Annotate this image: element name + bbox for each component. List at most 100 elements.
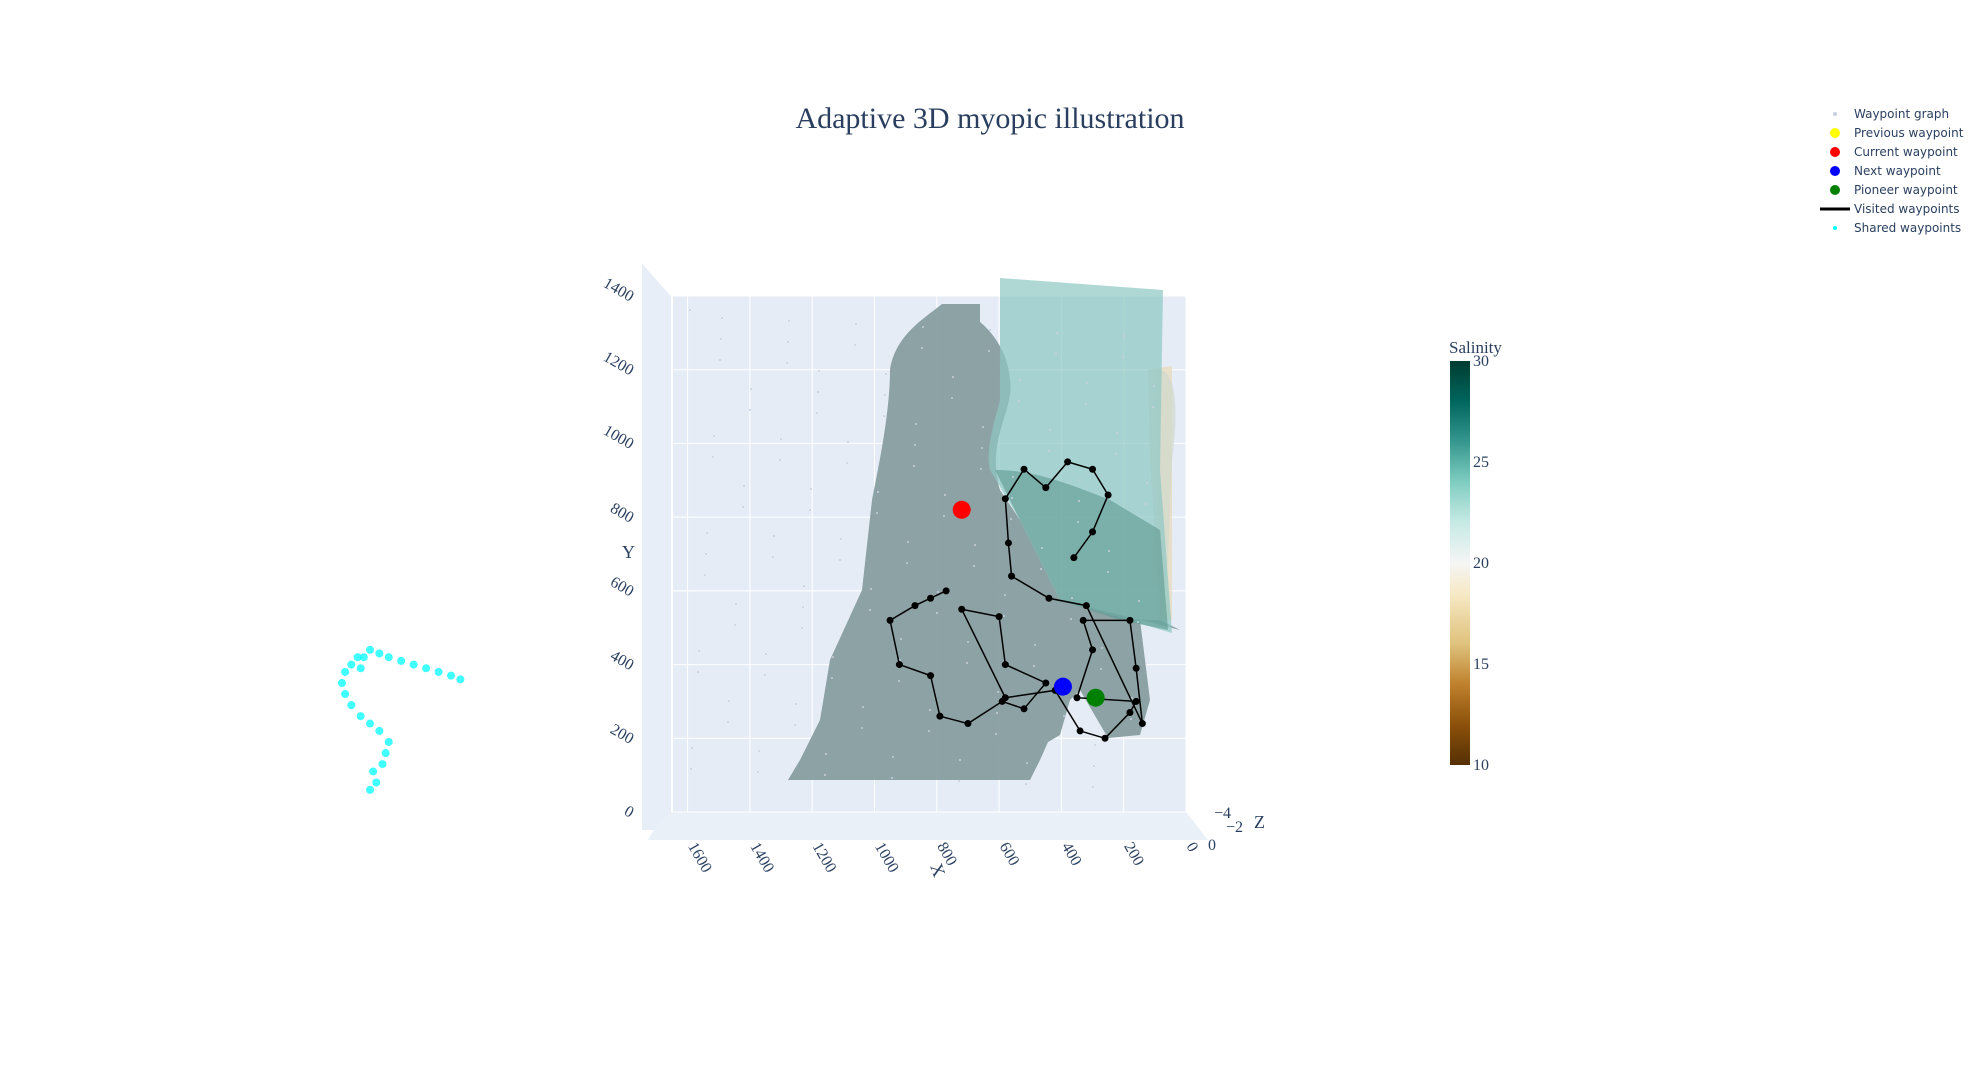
visited-waypoint — [995, 613, 1003, 621]
legend-item[interactable]: Visited waypoints — [1820, 202, 1960, 216]
y-tick-label: 800 — [607, 500, 636, 527]
y-tick-label: 0 — [621, 803, 636, 822]
shared-waypoints — [338, 645, 465, 794]
visited-waypoint — [1082, 602, 1090, 610]
colorbar-tick: 15 — [1473, 656, 1489, 673]
graph-dot — [816, 412, 818, 414]
x-tick-label: 1200 — [809, 840, 840, 876]
graph-dot — [1093, 765, 1095, 767]
visited-waypoint — [1138, 720, 1146, 728]
legend-label: Shared waypoints — [1854, 221, 1961, 235]
pioneer-waypoint-marker — [1086, 688, 1105, 707]
visited-waypoint — [886, 616, 894, 624]
graph-dot — [1086, 382, 1088, 384]
graph-dot — [1131, 697, 1133, 699]
graph-dot — [869, 609, 871, 611]
graph-dot — [1077, 521, 1079, 523]
waypoint-graph — [689, 309, 1155, 788]
legend-item[interactable]: Previous waypoint — [1830, 126, 1964, 140]
graph-dot — [988, 350, 990, 352]
legend-item[interactable]: Next waypoint — [1830, 164, 1941, 178]
graph-dot — [772, 556, 774, 558]
shared-waypoint — [434, 667, 443, 676]
visited-waypoint — [1064, 458, 1072, 466]
colorbar-tick: 20 — [1473, 555, 1489, 572]
legend-item[interactable]: Waypoint graph — [1833, 107, 1949, 121]
graph-dot — [1116, 432, 1118, 434]
y-tick-label: 600 — [607, 574, 636, 601]
visited-waypoint — [1132, 697, 1140, 705]
shared-waypoint — [366, 719, 375, 728]
visited-waypoint — [1076, 727, 1084, 735]
graph-dot — [818, 370, 820, 372]
graph-dot — [861, 727, 863, 729]
visited-waypoint — [1042, 484, 1050, 492]
next-waypoint-marker — [1053, 677, 1072, 696]
shared-waypoint — [378, 760, 387, 769]
surface-deep — [995, 470, 1168, 630]
z-axis-label: Z — [1254, 812, 1265, 832]
graph-dot — [959, 759, 961, 761]
graph-dot — [855, 323, 857, 325]
graph-dot — [846, 462, 848, 464]
graph-dot — [1040, 568, 1042, 570]
graph-dot — [1123, 335, 1125, 337]
graph-dot — [720, 338, 722, 340]
shared-waypoint — [347, 701, 356, 710]
graph-dot — [810, 488, 812, 490]
graph-dot — [967, 641, 969, 643]
legend-item[interactable]: Current waypoint — [1830, 145, 1958, 159]
shared-waypoint — [372, 778, 381, 787]
graph-dot — [780, 438, 782, 440]
x-axis-label: X — [926, 861, 949, 880]
graph-dot — [1048, 450, 1050, 452]
visited-waypoint — [1089, 465, 1097, 473]
graph-dot — [1122, 356, 1124, 358]
graph-dot — [1078, 500, 1080, 502]
graph-dot — [698, 650, 700, 652]
y-tick-label: 200 — [607, 721, 636, 748]
graph-dot — [712, 456, 714, 458]
chart-title: Adaptive 3D myopic illustration — [795, 102, 1184, 135]
y-tick-label: 400 — [607, 647, 636, 674]
graph-dot — [794, 724, 796, 726]
z-tick-label: −4 — [1214, 805, 1231, 822]
graph-dot — [900, 638, 902, 640]
graph-dot — [973, 565, 975, 567]
colorbar-gradient — [1450, 361, 1470, 765]
graph-dot — [787, 341, 789, 343]
x-tick-label: 1400 — [746, 840, 777, 876]
graph-dot — [803, 585, 805, 587]
graph-dot — [1004, 594, 1006, 596]
graph-dot — [989, 329, 991, 331]
legend-item[interactable]: Shared waypoints — [1833, 221, 1961, 235]
legend-marker-icon — [1830, 185, 1840, 195]
visited-waypoint — [1020, 465, 1028, 473]
shared-waypoint — [359, 653, 368, 662]
graph-dot — [1026, 762, 1028, 764]
colorbar-tick: 30 — [1473, 353, 1489, 370]
shared-waypoint — [397, 656, 406, 665]
x-tick-label: 400 — [1058, 840, 1085, 869]
visited-waypoint — [911, 602, 919, 610]
shared-waypoint — [422, 664, 431, 673]
graph-dot — [721, 317, 723, 319]
graph-dot — [937, 591, 939, 593]
graph-dot — [825, 753, 827, 755]
graph-dot — [1101, 647, 1103, 649]
graph-dot — [966, 662, 968, 664]
graph-dot — [795, 703, 797, 705]
graph-dot — [997, 691, 999, 693]
graph-dot — [1034, 644, 1036, 646]
legend-label: Waypoint graph — [1854, 107, 1949, 121]
graph-dot — [831, 677, 833, 679]
graph-dot — [824, 774, 826, 776]
graph-dot — [1003, 615, 1005, 617]
graph-dot — [1011, 497, 1013, 499]
graph-dot — [704, 574, 706, 576]
y-axis-label: Y — [622, 542, 635, 562]
graph-dot — [1071, 597, 1073, 599]
legend-item[interactable]: Pioneer waypoint — [1830, 183, 1958, 197]
graph-dot — [1010, 518, 1012, 520]
graph-dot — [1019, 379, 1021, 381]
